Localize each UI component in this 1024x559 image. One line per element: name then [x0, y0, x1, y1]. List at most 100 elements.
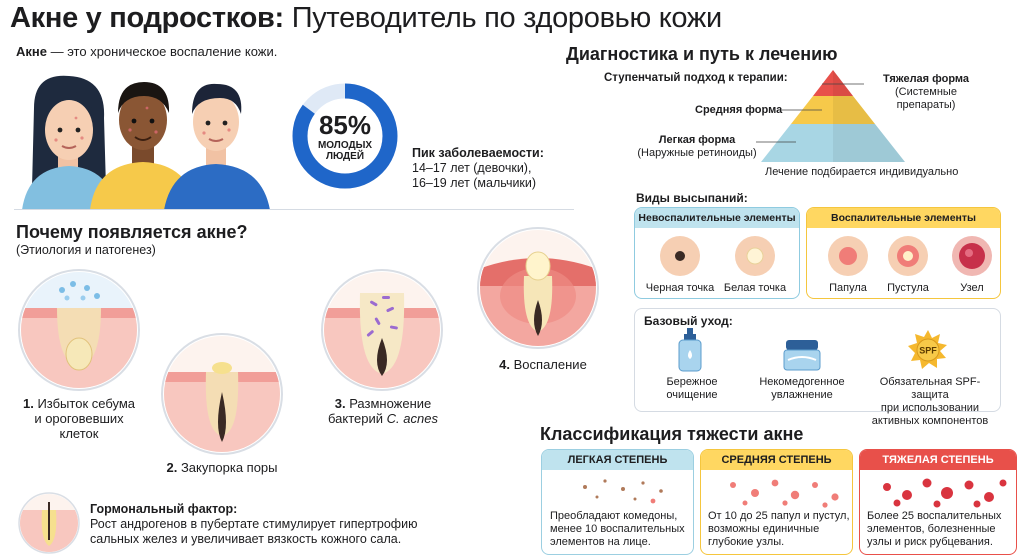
hormonal-block: Гормональный фактор: Рост андрогенов в п… [90, 502, 417, 547]
pyramid-leader-lines [756, 83, 864, 143]
care-item-spf: Обязательная SPF-защита при использовани… [862, 376, 998, 428]
step1-line1: Избыток себума [37, 396, 136, 411]
severity-mild-desc: Преобладают комедоны, менее 10 воспалите… [550, 510, 690, 549]
donut-progress-arc [292, 83, 398, 189]
step1-illustration [18, 269, 140, 391]
pyramid-tier-medium [791, 96, 875, 124]
severity-severe-title: ТЯЖЕЛАЯ СТЕПЕНЬ [860, 450, 1016, 470]
step3-italic: C. acnes [386, 411, 438, 426]
severe-dots [883, 478, 1007, 508]
blackhead-label: Черная точка [645, 282, 715, 294]
severe-desc-line1: Более 25 воспалительных [867, 510, 1002, 522]
percent-caption-line1: МОЛОДЫХ [317, 140, 373, 151]
care-spf-line1: Обязательная SPF-защита [879, 376, 981, 401]
severity-moderate-title: СРЕДНЯЯ СТЕПЕНЬ [701, 450, 852, 470]
why-title: Почему появляется акне? [16, 222, 248, 242]
rash-icons [660, 236, 992, 276]
care-cleansing-line1: Бережное [666, 376, 718, 388]
percent-donut-chart [292, 83, 398, 189]
mild-desc-line1: Преобладают комедоны, [550, 510, 678, 522]
step4-illustration [477, 227, 599, 349]
moderate-desc-line2: возможны единичные [708, 523, 820, 535]
care-spf-line2: при использовании [880, 402, 980, 414]
noninflammatory-title: Невоспалительные элементы [635, 208, 799, 228]
intro-term: Акне [16, 44, 47, 59]
hormonal-line2: сальных желез и увеличивает вязкость кож… [90, 532, 402, 546]
mild-dots [583, 479, 663, 504]
moisturizer-jar-icon [783, 340, 821, 371]
pyramid-tier-mild [761, 124, 905, 162]
hormonal-title: Гормональный фактор: [90, 502, 238, 516]
inflammatory-card: Воспалительные элементы [806, 207, 1001, 299]
step3-num: 3. [334, 396, 346, 411]
step3-label: 3. Размножение бактерий C. acnes [312, 396, 454, 426]
severity-title: Классификация тяжести акне [540, 424, 804, 444]
whitehead-label: Белая точка [723, 282, 787, 294]
severe-label: Тяжелая форма [882, 73, 970, 85]
peak-boys: 16–19 лет (мальчики) [412, 176, 537, 190]
mild-note: (Наружные ретиноиды) [637, 147, 757, 159]
moderate-desc-line1: От 10 до 25 папул и пустул, [708, 510, 850, 522]
individual-treatment: Лечение подбирается индивидуально [765, 166, 959, 178]
step3-illustration [321, 269, 443, 391]
step1-label: 1. Избыток себума и ороговевших клеток [8, 396, 150, 441]
why-subtitle: (Этиология и патогенез) [16, 243, 156, 257]
care-moist-line1: Некомедогенное [759, 376, 845, 388]
mild-label: Легкая форма [658, 134, 736, 146]
pustule-icon [888, 236, 928, 276]
step3-line2: бактерий [328, 411, 384, 426]
mild-desc-line3: элементов на лице. [550, 536, 651, 548]
severity-severe-desc: Более 25 воспалительных элементов, болез… [867, 510, 1013, 549]
pyramid-severe-label: Тяжелая форма (Системные препараты) [866, 73, 986, 112]
section-divider [14, 209, 574, 210]
care-spf-line3: активных компонентов [871, 415, 989, 427]
peak-title: Пик заболеваемости: [412, 146, 544, 160]
whitehead-icon [735, 236, 775, 276]
papule-icon [828, 236, 868, 276]
therapy-pyramid [761, 70, 905, 162]
rash-title: Виды высыпаний: [636, 191, 748, 205]
step-approach: Ступенчатый подход к терапии: [604, 72, 788, 84]
teens-illustration [22, 75, 270, 210]
title-bold: Акне у подростков: [10, 2, 284, 34]
blackhead-icon [660, 236, 700, 276]
step4-line1: Воспаление [513, 357, 587, 372]
step1-num: 1. [22, 396, 34, 411]
nodule-icon [952, 236, 992, 276]
severity-dot-patterns [583, 478, 1007, 508]
cleanser-bottle-icon [678, 328, 702, 372]
title-rest: Путеводитель по здоровью кожи [291, 2, 723, 34]
page-title: Акне у подростков: Путеводитель по здоро… [10, 2, 722, 35]
step4-num: 4. [499, 357, 511, 372]
papule-label: Папула [829, 282, 867, 294]
spf-badge-text: SPF [919, 346, 937, 356]
moderate-desc-line3: глубокие узлы. [708, 536, 785, 548]
peak-girls: 14–17 лет (девочки), [412, 161, 532, 175]
severe-note: (Системные препараты) [895, 86, 957, 111]
inflammatory-title: Воспалительные элементы [807, 208, 1000, 228]
mild-desc-line2: менее 10 воспалительных [550, 523, 685, 535]
percent-caption: МОЛОДЫХ ЛЮДЕЙ [300, 140, 390, 162]
step2-label: 2. Закупорка поры [150, 460, 294, 475]
percent-caption-line2: ЛЮДЕЙ [325, 151, 365, 162]
noninflammatory-card: Невоспалительные элементы [634, 207, 800, 299]
pustule-label: Пустула [887, 282, 929, 294]
peak-incidence: Пик заболеваемости: 14–17 лет (девочки),… [412, 146, 544, 191]
step2-illustration [161, 333, 283, 455]
diagnosis-title: Диагностика и путь к лечению [566, 44, 838, 64]
severe-desc-line2: элементов, болезненные [867, 523, 996, 535]
hormonal-line1: Рост андрогенов в пубертате стимулирует … [90, 517, 418, 531]
care-moist-line2: увлажнение [771, 389, 833, 401]
step1-line3: клеток [59, 426, 99, 441]
step2-line1: Закупорка поры [180, 460, 278, 475]
step4-label: 4. Воспаление [488, 357, 598, 372]
severity-moderate-card: СРЕДНЯЯ СТЕПЕНЬ [700, 449, 853, 555]
step3-line1: Размножение [349, 396, 432, 411]
severe-desc-line3: узлы и риск рубцевания. [867, 536, 993, 548]
care-cleansing-line2: очищение [666, 389, 718, 401]
boy-right-figure [164, 83, 270, 210]
care-card [634, 308, 1001, 412]
hormonal-follicle-icon [18, 492, 80, 554]
severity-mild-title: ЛЕГКАЯ СТЕПЕНЬ [542, 450, 693, 470]
pyramid-medium-label: Средняя форма [695, 104, 783, 116]
